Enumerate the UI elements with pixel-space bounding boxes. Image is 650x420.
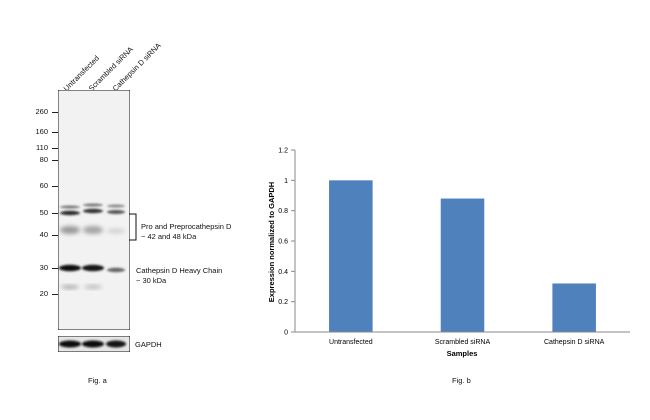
mw-tick-260	[52, 112, 58, 113]
annotation-heavy-chain: Cathepsin D Heavy Chain ~ 30 kDa	[136, 266, 222, 286]
x-axis: Untransfected Scrambled siRNA Cathepsin D …	[295, 331, 630, 346]
y-tick-label: 1	[284, 178, 288, 185]
band-50kda	[60, 203, 125, 209]
x-tick-label: Scrambled siRNA	[435, 339, 491, 346]
mw-tick-40	[52, 235, 58, 236]
mw-tick-20	[52, 294, 58, 295]
x-tick-label: Cathepsin D siRNA	[544, 339, 605, 346]
blot-membrane	[58, 90, 130, 330]
mw-marker-80: 80	[39, 155, 48, 164]
annotation-pro-prepro: Pro and Preprocathepsin D ~ 42 and 48 kD…	[141, 222, 231, 242]
band-minor-lower	[61, 285, 102, 289]
y-axis-title: Expression normalized to GAPDH	[267, 182, 276, 302]
band-30kda-heavy-chain	[59, 264, 125, 273]
mw-tick-50	[52, 213, 58, 214]
bar-cathepsin-d-sirna	[552, 283, 596, 332]
mw-marker-40: 40	[39, 230, 48, 239]
annotation-heavy-line1: Cathepsin D Heavy Chain	[136, 266, 223, 275]
band-42kda-smear	[60, 226, 125, 234]
mw-marker-50: 50	[39, 208, 48, 217]
mw-marker-110: 110	[36, 143, 48, 152]
x-axis-title: Samples	[447, 349, 478, 358]
mw-tick-80	[52, 160, 58, 161]
bar-scrambled-sirna	[440, 198, 485, 332]
y-tick-label: 0.8	[278, 208, 288, 215]
mw-marker-30: 30	[39, 263, 48, 272]
mw-tick-110	[52, 148, 58, 149]
annotation-pro-line2: ~ 42 and 48 kDa	[141, 232, 197, 241]
mw-marker-60: 60	[39, 181, 48, 190]
mw-tick-30	[52, 268, 58, 269]
gapdh-strip	[58, 336, 130, 352]
mw-tick-160	[52, 132, 58, 133]
y-tick-label: 0	[284, 330, 288, 337]
y-tick-label: 1.2	[278, 148, 288, 155]
mw-marker-20: 20	[39, 289, 48, 298]
y-tick-label: 0.6	[278, 239, 288, 246]
y-tick-label: 0.4	[278, 269, 288, 276]
x-tick-label: Untransfected	[329, 339, 373, 346]
bracket-pro-prepro	[129, 213, 137, 241]
annotation-heavy-line2: ~ 30 kDa	[136, 276, 167, 285]
bars	[329, 180, 596, 332]
caption-fig-a: Fig. a	[88, 376, 107, 385]
caption-fig-b: Fig. b	[452, 376, 471, 385]
annotation-pro-line1: Pro and Preprocathepsin D	[141, 222, 232, 231]
gapdh-label: GAPDH	[135, 340, 162, 349]
y-tick-label: 0.2	[278, 299, 288, 306]
bar-untransfected	[329, 180, 373, 332]
bar-chart: 0 0.2 0.4 0.6 0.8 1 1.2 Untransfected Scrambled…	[267, 148, 630, 358]
band-48kda	[60, 208, 125, 216]
mw-tick-60	[52, 186, 58, 187]
mw-marker-160: 160	[35, 127, 48, 136]
y-axis: 0 0.2 0.4 0.6 0.8 1 1.2	[278, 148, 296, 337]
mw-marker-260: 260	[35, 107, 48, 116]
